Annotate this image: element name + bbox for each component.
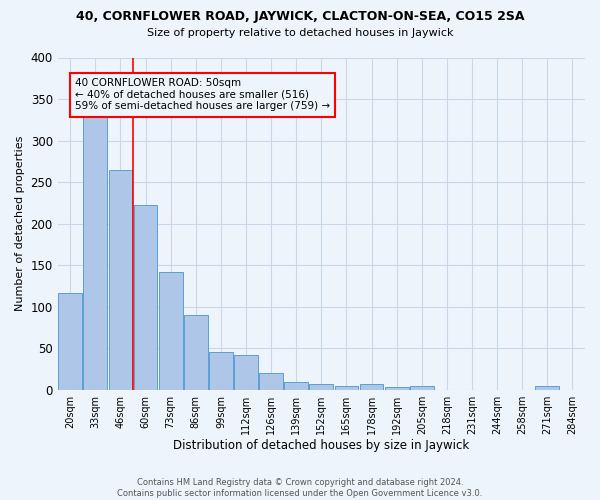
Bar: [359, 384, 383, 390]
Text: 40 CORNFLOWER ROAD: 50sqm
← 40% of detached houses are smaller (516)
59% of semi: 40 CORNFLOWER ROAD: 50sqm ← 40% of detac…: [75, 78, 330, 112]
Bar: [184, 315, 208, 390]
Bar: [83, 113, 107, 390]
Bar: [134, 206, 157, 390]
X-axis label: Distribution of detached houses by size in Jaywick: Distribution of detached houses by size …: [173, 440, 469, 452]
Bar: [209, 352, 233, 390]
Text: Size of property relative to detached houses in Jaywick: Size of property relative to detached ho…: [147, 28, 453, 38]
Bar: [58, 294, 82, 390]
Bar: [284, 382, 308, 390]
Y-axis label: Number of detached properties: Number of detached properties: [15, 136, 25, 312]
Bar: [335, 386, 358, 390]
Bar: [310, 384, 333, 390]
Bar: [410, 386, 434, 390]
Text: 40, CORNFLOWER ROAD, JAYWICK, CLACTON-ON-SEA, CO15 2SA: 40, CORNFLOWER ROAD, JAYWICK, CLACTON-ON…: [76, 10, 524, 23]
Bar: [259, 373, 283, 390]
Text: Contains HM Land Registry data © Crown copyright and database right 2024.
Contai: Contains HM Land Registry data © Crown c…: [118, 478, 482, 498]
Bar: [385, 387, 409, 390]
Bar: [109, 170, 133, 390]
Bar: [159, 272, 182, 390]
Bar: [535, 386, 559, 390]
Bar: [234, 355, 258, 390]
